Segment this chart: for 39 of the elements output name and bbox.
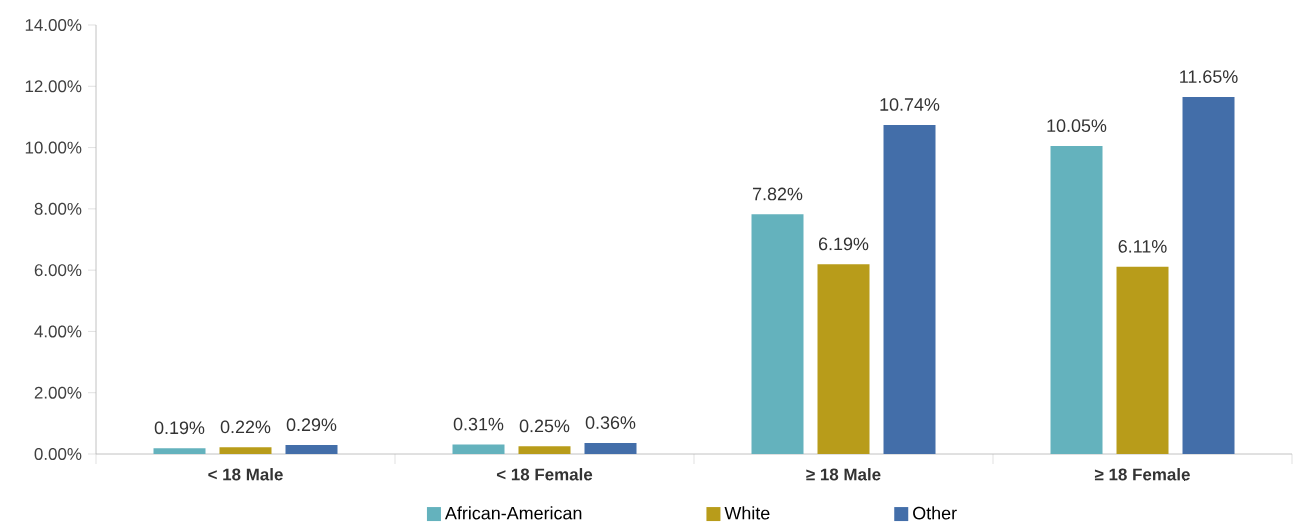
y-tick-label: 10.00% <box>25 141 82 154</box>
legend-label: Other <box>913 506 957 520</box>
bar <box>219 447 272 454</box>
bar <box>518 446 571 454</box>
y-tick-label: 2.00% <box>34 386 82 399</box>
bar <box>883 124 936 454</box>
y-tick-label: 6.00% <box>34 264 82 277</box>
data-label: 0.19% <box>154 421 205 435</box>
x-tick-label: ≥ 18 Female <box>1094 468 1190 481</box>
legend-label: White <box>724 506 770 520</box>
bar <box>153 448 206 454</box>
bar <box>1182 97 1235 454</box>
bar <box>285 445 338 454</box>
bar <box>751 214 804 454</box>
bar <box>452 444 505 454</box>
x-tick-label: < 18 Male <box>208 468 283 481</box>
data-label: 6.19% <box>818 237 869 251</box>
data-label: 0.22% <box>220 420 271 434</box>
data-label: 11.65% <box>1180 70 1238 83</box>
x-tick-label: ≥ 18 Male <box>806 468 881 481</box>
y-tick-label: 12.00% <box>25 80 82 93</box>
data-label: 6.11% <box>1118 240 1167 253</box>
y-tick-label: 4.00% <box>34 325 82 338</box>
data-label: 0.31% <box>453 417 504 431</box>
data-label: 7.82% <box>752 187 803 201</box>
y-tick-label: 14.00% <box>25 19 82 31</box>
bar <box>1050 146 1103 454</box>
data-label: 0.36% <box>585 416 636 429</box>
bar <box>817 264 870 454</box>
data-label: 0.29% <box>286 418 337 432</box>
y-tick-label: 8.00% <box>34 202 82 215</box>
data-label: 10.74% <box>880 98 940 111</box>
bar <box>584 442 637 454</box>
x-tick-label: < 18 Female <box>496 468 593 481</box>
bar <box>1116 266 1169 454</box>
data-label: 10.05% <box>1047 119 1107 132</box>
y-tick-label: 0.00% <box>34 448 82 460</box>
data-label: 0.25% <box>519 419 570 433</box>
legend-label: African-American <box>444 506 582 520</box>
